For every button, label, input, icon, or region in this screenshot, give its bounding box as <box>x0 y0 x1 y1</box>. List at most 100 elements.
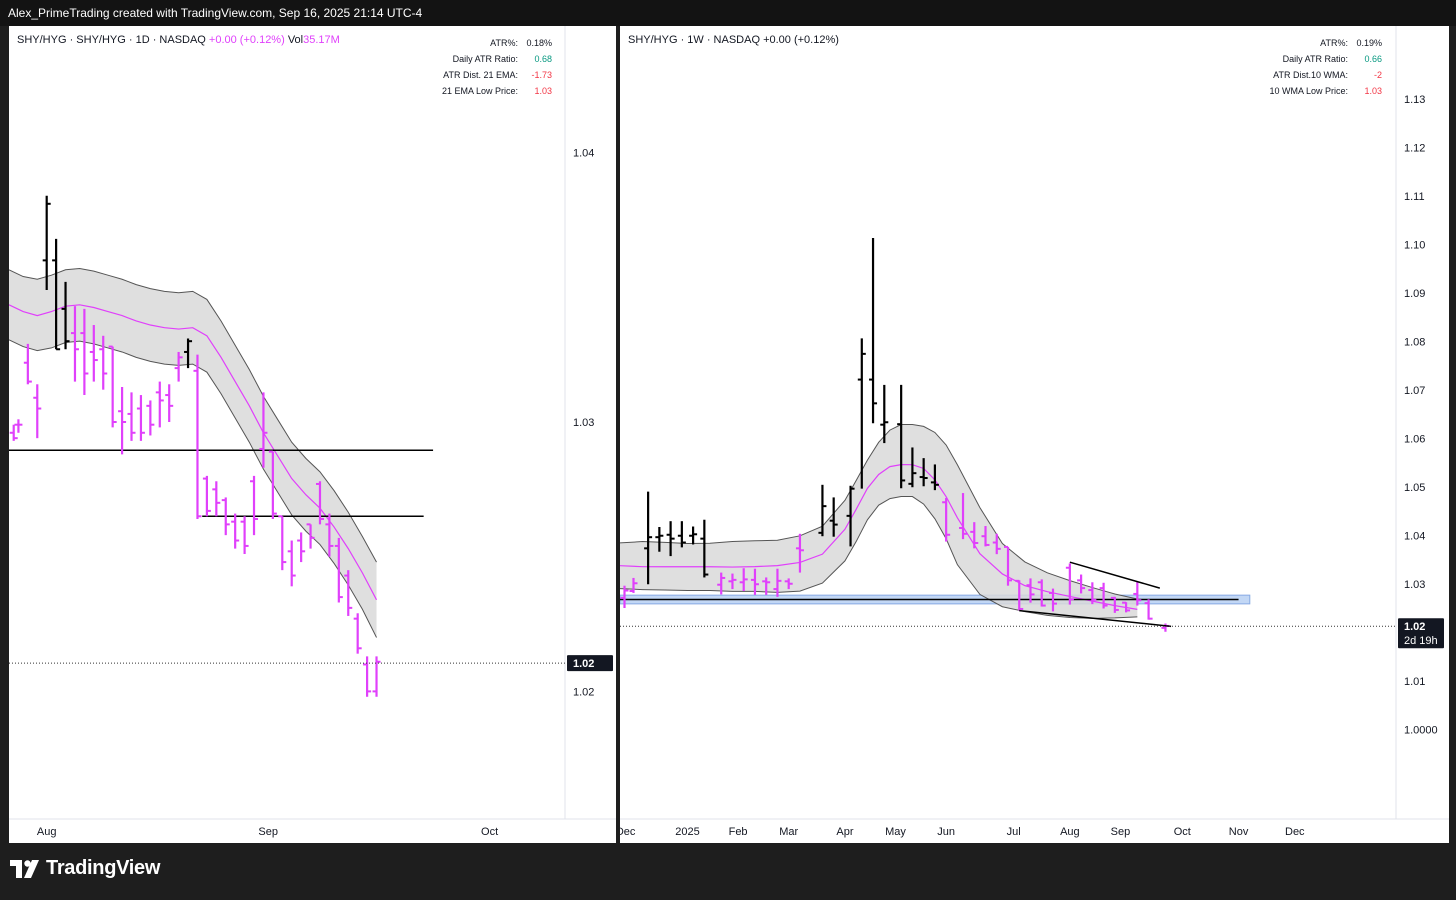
chart1-ohlc-bar[interactable] <box>1037 579 1046 607</box>
chart0-ohlc-bar[interactable] <box>52 238 61 351</box>
chart1-ohlc-bar[interactable] <box>942 497 951 542</box>
chart0-ohlc-bar[interactable] <box>250 475 259 536</box>
chart0-ohlc-bar[interactable] <box>80 308 89 396</box>
chart1-ohlc-bar[interactable] <box>795 533 804 573</box>
chart1-ohlc-bar[interactable] <box>1144 599 1153 620</box>
chart0-legend-symbol[interactable]: SHY/HYG · SHY/HYG · 1D · NASDAQ <box>17 34 209 46</box>
chart1-ohlc-bar[interactable] <box>959 493 968 540</box>
chart1-legend-symbol[interactable]: SHY/HYG · 1W · NASDAQ <box>628 34 763 46</box>
chart0-ohlc-bar[interactable] <box>146 400 155 436</box>
chart1-ohlc-bar[interactable] <box>818 484 827 537</box>
chart0-ohlc-bar[interactable] <box>297 532 306 563</box>
chart1-ohlc-bar[interactable] <box>750 568 759 595</box>
chart1-ohlc-bar[interactable] <box>992 533 1001 555</box>
chart1-ohlc-bar[interactable] <box>1133 581 1142 606</box>
chart0-ohlc-bar[interactable] <box>212 481 221 517</box>
chart1-ohlc-bar[interactable] <box>689 526 698 545</box>
chart1-ohlc-bar[interactable] <box>666 521 675 557</box>
chart0-ohlc-bar[interactable] <box>42 195 51 290</box>
chart1-ohlc-bar[interactable] <box>857 338 866 489</box>
chart0-ohlc-bar[interactable] <box>165 384 174 422</box>
chart0-ohlc-bar[interactable] <box>136 395 145 441</box>
chart1-ohlc-bar[interactable] <box>1048 588 1057 612</box>
chart0-y-tick-label: 1.02 <box>573 686 594 698</box>
chart1-ohlc-bar[interactable] <box>644 491 653 585</box>
chart0-ohlc-bar[interactable] <box>61 281 70 350</box>
chart0-ohlc-bar[interactable] <box>363 656 372 697</box>
chart1-ohlc-bar[interactable] <box>629 577 638 593</box>
chart1-ohlc-bar[interactable] <box>880 384 889 444</box>
chart1-ohlc-bar[interactable] <box>908 447 917 488</box>
chart0-ohlc-bar[interactable] <box>193 354 202 519</box>
chart1-ohlc-bar[interactable] <box>919 458 928 487</box>
chart1-ohlc-bar[interactable] <box>1122 601 1131 613</box>
chart0-ohlc-bar[interactable] <box>108 345 117 428</box>
chart1-ohlc-bar[interactable] <box>677 521 686 548</box>
chart0-ohlc-bar[interactable] <box>315 481 324 525</box>
chart1-ohlc-bar[interactable] <box>930 464 939 491</box>
chart1-trendline-1[interactable] <box>1069 561 1161 589</box>
tradingview-brand[interactable]: TradingView <box>10 857 160 880</box>
chart1-ohlc-bar[interactable] <box>829 497 838 537</box>
panel-divider[interactable] <box>616 26 620 843</box>
chart0-ohlc-bar[interactable] <box>23 343 32 385</box>
chart0-ohlc-bar[interactable] <box>174 351 183 382</box>
daily-chart-panel[interactable]: 1.04 1.03 1.02 1.02 Aug Sep Oct SHY/HYG · SHY/H… <box>9 26 616 843</box>
chart1-ohlc-bar[interactable] <box>773 568 782 597</box>
daily-chart-svg[interactable]: 1.04 1.03 1.02 1.02 Aug Sep Oct SHY/HYG · SHY/H… <box>9 26 616 843</box>
chart1-ohlc-bar[interactable] <box>846 485 855 547</box>
chart0-ohlc-bar[interactable] <box>202 475 211 517</box>
chart0-ohlc-bar[interactable] <box>259 392 268 468</box>
chart1-trendline-0[interactable] <box>1019 609 1172 628</box>
chart0-ohlc-bar[interactable] <box>184 338 193 369</box>
chart1-ohlc-bar[interactable] <box>655 527 664 552</box>
chart1-ohlc-bar[interactable] <box>762 577 771 595</box>
chart0-ohlc-bar[interactable] <box>231 513 240 549</box>
chart1-ohlc-bar[interactable] <box>784 578 793 590</box>
chart0-ohlc-bar[interactable] <box>287 540 296 587</box>
chart1-ohlc-bar[interactable] <box>739 568 748 592</box>
chart0-ohlc-bar[interactable] <box>155 381 164 428</box>
chart1-ohlc-bar[interactable] <box>981 526 990 547</box>
chart1-ohlc-bar[interactable] <box>620 585 629 608</box>
chart0-ohlc-bar[interactable] <box>344 570 353 616</box>
chart1-ohlc-bar[interactable] <box>970 522 979 549</box>
chart1-ohlc-bar[interactable] <box>1004 545 1012 586</box>
chart1-ohlc-bar[interactable] <box>1099 582 1108 609</box>
chart0-ohlc-bar[interactable] <box>33 384 42 439</box>
chart0-ohlc-bar[interactable] <box>278 515 287 571</box>
chart1-ohlc-bar[interactable] <box>700 519 709 578</box>
chart0-ohlc-bar[interactable] <box>221 497 230 536</box>
weekly-chart-svg[interactable]: 1.13 1.12 1.11 1.10 1.09 1.08 1.07 1.06 1.05 1.04… <box>620 26 1449 843</box>
chart0-ohlc-bar[interactable] <box>70 306 79 382</box>
chart1-ohlc-bar[interactable] <box>869 237 878 424</box>
chart0-stat-label: Daily ATR Ratio: <box>453 54 518 64</box>
chart0-ohlc-bar[interactable] <box>268 450 277 519</box>
chart0-ohlc-bar[interactable] <box>240 516 249 554</box>
weekly-chart-panel[interactable]: 1.13 1.12 1.11 1.10 1.09 1.08 1.07 1.06 1.05 1.04… <box>620 26 1449 843</box>
chart0-ohlc-bar[interactable] <box>99 335 108 390</box>
chart1-ohlc-bar[interactable] <box>728 573 737 590</box>
chart0-ohlc-bar[interactable] <box>118 386 127 455</box>
chart1-ohlc-bar[interactable] <box>717 572 726 595</box>
chart1-ohlc-bar[interactable] <box>1015 579 1024 611</box>
chart0-ohlc-bar[interactable] <box>325 513 334 557</box>
chart1-ohlc-bar[interactable] <box>1110 596 1119 613</box>
chart0-ohlc-bar[interactable] <box>127 392 136 441</box>
chart0-ohlc-bar[interactable] <box>14 419 23 433</box>
chart0-ohlc-bar[interactable] <box>89 325 98 382</box>
chart1-legend[interactable]: SHY/HYG · 1W · NASDAQ +0.00 (+0.12%) <box>628 34 839 46</box>
chart1-ohlc-bar[interactable] <box>897 384 906 489</box>
chart1-y-tick-label: 1.09 <box>1404 288 1425 300</box>
chart0-ohlc-bar[interactable] <box>334 537 343 603</box>
chart0-ohlc-bar[interactable] <box>306 523 315 549</box>
chart1-ohlc-bar[interactable] <box>1077 574 1086 594</box>
chart0-ohlc-bar[interactable] <box>353 613 362 654</box>
chart0-ohlc-bar[interactable] <box>372 656 381 697</box>
chart1-ohlc-bar[interactable] <box>1065 563 1074 605</box>
chart0-ohlc-bar[interactable] <box>9 424 18 441</box>
chart0-legend[interactable]: SHY/HYG · SHY/HYG · 1D · NASDAQ +0.00 (+… <box>17 34 340 46</box>
chart1-ohlc-bar[interactable] <box>1026 578 1035 603</box>
chart1-ohlc-bar[interactable] <box>1088 582 1097 605</box>
chart1-y-tick-label: 1.05 <box>1404 482 1425 494</box>
